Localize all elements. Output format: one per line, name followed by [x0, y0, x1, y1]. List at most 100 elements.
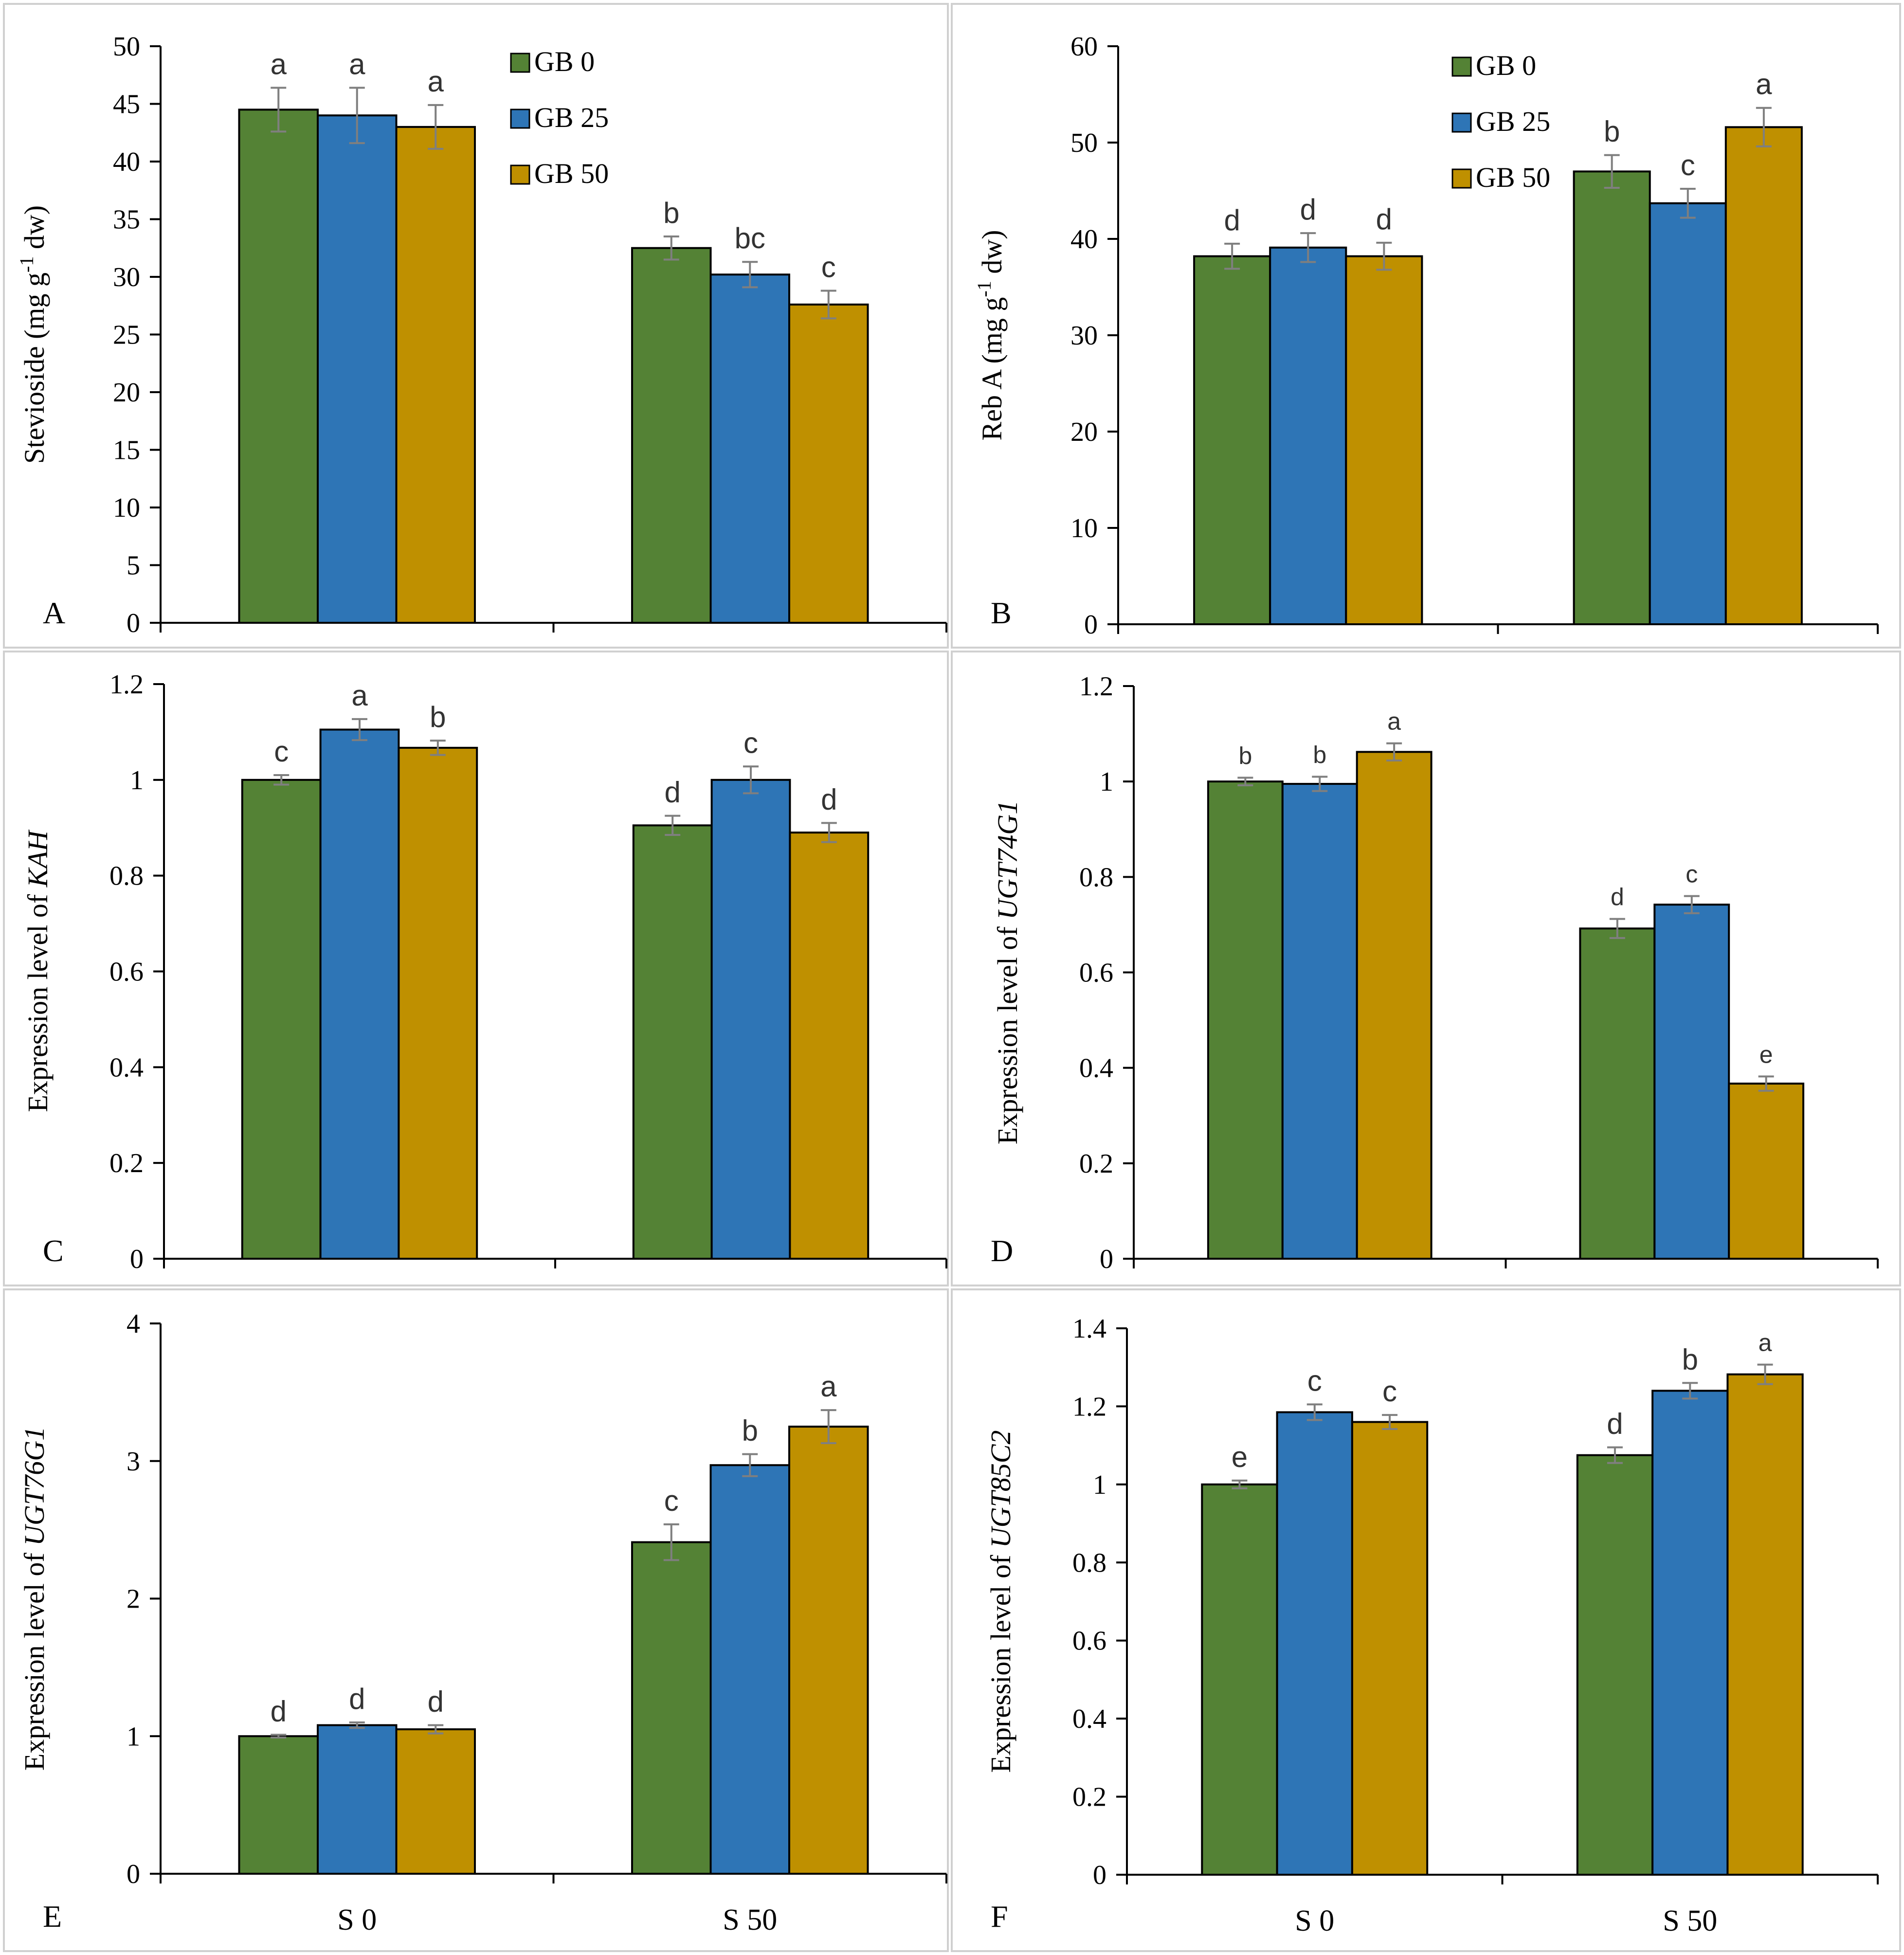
- legend-swatch: [1451, 168, 1472, 189]
- significance-letter: b: [1238, 742, 1252, 769]
- bar: [709, 273, 790, 624]
- legend-label: GB 50: [1476, 162, 1550, 193]
- bar: [1576, 1454, 1654, 1876]
- y-tick-label: 1: [1100, 767, 1113, 797]
- y-axis-label-gene: UGT74G1: [992, 800, 1023, 920]
- y-tick-label: 0: [130, 1244, 144, 1274]
- bar: [238, 1735, 319, 1875]
- legend-label: GB 0: [1476, 50, 1536, 81]
- y-tick-label: 0.2: [109, 1148, 144, 1178]
- panel-letter: F: [991, 1899, 1008, 1934]
- x-category-label: S 0: [1295, 1904, 1334, 1937]
- bar: [1193, 255, 1271, 625]
- y-tick-label: 60: [1070, 32, 1098, 62]
- bar: [1281, 783, 1358, 1260]
- significance-letter: d: [665, 776, 681, 809]
- y-tick-label: 10: [113, 493, 140, 523]
- y-tick-label: 0.4: [1079, 1053, 1113, 1084]
- bar: [631, 247, 712, 624]
- significance-letter: b: [430, 701, 446, 733]
- panel-frame: [3, 3, 949, 649]
- bar: [1269, 246, 1347, 625]
- chart-panel-F: 0 0.2 0.4 0.6 0.8 1 1.2 1.4 Expression level of …: [951, 1288, 1901, 1952]
- legend-swatch: [510, 164, 530, 185]
- legend: GB 0 GB 25 GB 50: [1451, 50, 1550, 193]
- legend-swatch: [1451, 56, 1472, 77]
- y-tick-label: 20: [1070, 417, 1098, 447]
- y-tick-label: 5: [127, 551, 140, 581]
- x-category-label: S 50: [723, 1903, 777, 1937]
- significance-letter: d: [1611, 884, 1624, 911]
- y-axis-label-unit: dw): [976, 230, 1008, 281]
- y-tick-label: 0: [1100, 1244, 1113, 1274]
- significance-letter: d: [1300, 193, 1316, 226]
- significance-letter: a: [820, 1370, 837, 1403]
- bar: [317, 1724, 398, 1875]
- significance-letter: c: [743, 726, 758, 759]
- significance-letter: d: [821, 783, 837, 815]
- y-tick-label: 20: [113, 378, 140, 408]
- bar: [1356, 751, 1433, 1260]
- panel-letter: E: [43, 1899, 62, 1934]
- legend-swatch: [1451, 112, 1472, 133]
- y-axis-label: Expression level of UGT85C2: [985, 1430, 1016, 1773]
- y-tick-label: 0.8: [1079, 862, 1113, 892]
- bar: [789, 832, 870, 1260]
- y-tick-label: 0.4: [1072, 1704, 1106, 1734]
- y-axis-label-superscript: -1: [16, 256, 37, 272]
- y-tick-label: 0.2: [1072, 1782, 1106, 1812]
- significance-letter: c: [1382, 1375, 1397, 1408]
- y-axis-label-unit: dw): [18, 205, 50, 256]
- chart-panel-D: 0 0.2 0.4 0.6 0.8 1 1.2 Expression level of UGT…: [951, 651, 1901, 1286]
- y-tick-label: 15: [113, 435, 140, 466]
- y-axis-label-gene: UGT85C2: [985, 1430, 1016, 1548]
- bar: [1726, 1373, 1804, 1876]
- bar: [1345, 255, 1423, 625]
- bar: [317, 114, 398, 624]
- significance-letter: b: [663, 197, 679, 229]
- panel-letter: C: [43, 1233, 64, 1268]
- y-axis-label: Reb A (mg g-1 dw): [973, 230, 1008, 441]
- x-category-label: S 0: [337, 1903, 377, 1937]
- bar: [395, 126, 476, 624]
- significance-letter: a: [349, 48, 365, 80]
- bar: [1276, 1411, 1353, 1876]
- bar: [1653, 904, 1730, 1260]
- significance-letter: c: [821, 251, 836, 283]
- significance-letter: b: [1313, 741, 1326, 768]
- significance-letter: a: [351, 679, 368, 712]
- bar: [1651, 1390, 1729, 1876]
- y-axis-label-gene: UGT76G1: [18, 1427, 50, 1546]
- y-axis-label-text: Expression level of: [992, 920, 1023, 1144]
- significance-letter: c: [1307, 1364, 1322, 1397]
- legend: GB 0 GB 25 GB 50: [510, 46, 609, 189]
- y-tick-label: 50: [113, 32, 140, 62]
- significance-letter: d: [271, 1695, 287, 1727]
- y-tick-label: 0: [127, 1859, 140, 1889]
- y-tick-label: 40: [113, 147, 140, 177]
- bar: [1573, 170, 1651, 625]
- bar: [241, 778, 322, 1260]
- bar: [1351, 1421, 1429, 1876]
- y-axis-label: Expression level of KAH: [22, 829, 54, 1112]
- bar: [788, 1426, 869, 1875]
- bar: [631, 1541, 712, 1875]
- y-tick-label: 1: [1093, 1470, 1106, 1500]
- legend-label: GB 50: [534, 158, 609, 189]
- x-category-label: S 50: [1663, 1904, 1717, 1937]
- y-tick-label: 0: [1093, 1860, 1106, 1890]
- legend-swatch: [510, 109, 530, 129]
- bar: [788, 303, 869, 624]
- significance-letter: c: [274, 735, 289, 768]
- y-tick-label: 4: [127, 1309, 140, 1339]
- significance-letter: e: [1759, 1041, 1773, 1068]
- chart-panel-C: 0 0.2 0.4 0.6 0.8 1 1.2 Expression level of KAH…: [3, 651, 949, 1286]
- y-tick-label: 0.2: [1079, 1149, 1113, 1179]
- significance-letter: c: [664, 1484, 679, 1517]
- y-tick-label: 45: [113, 90, 140, 120]
- panel-frame: [951, 3, 1901, 649]
- bar: [632, 824, 713, 1260]
- bar: [1579, 927, 1656, 1260]
- significance-letter: b: [1604, 115, 1620, 148]
- y-tick-label: 35: [113, 205, 140, 235]
